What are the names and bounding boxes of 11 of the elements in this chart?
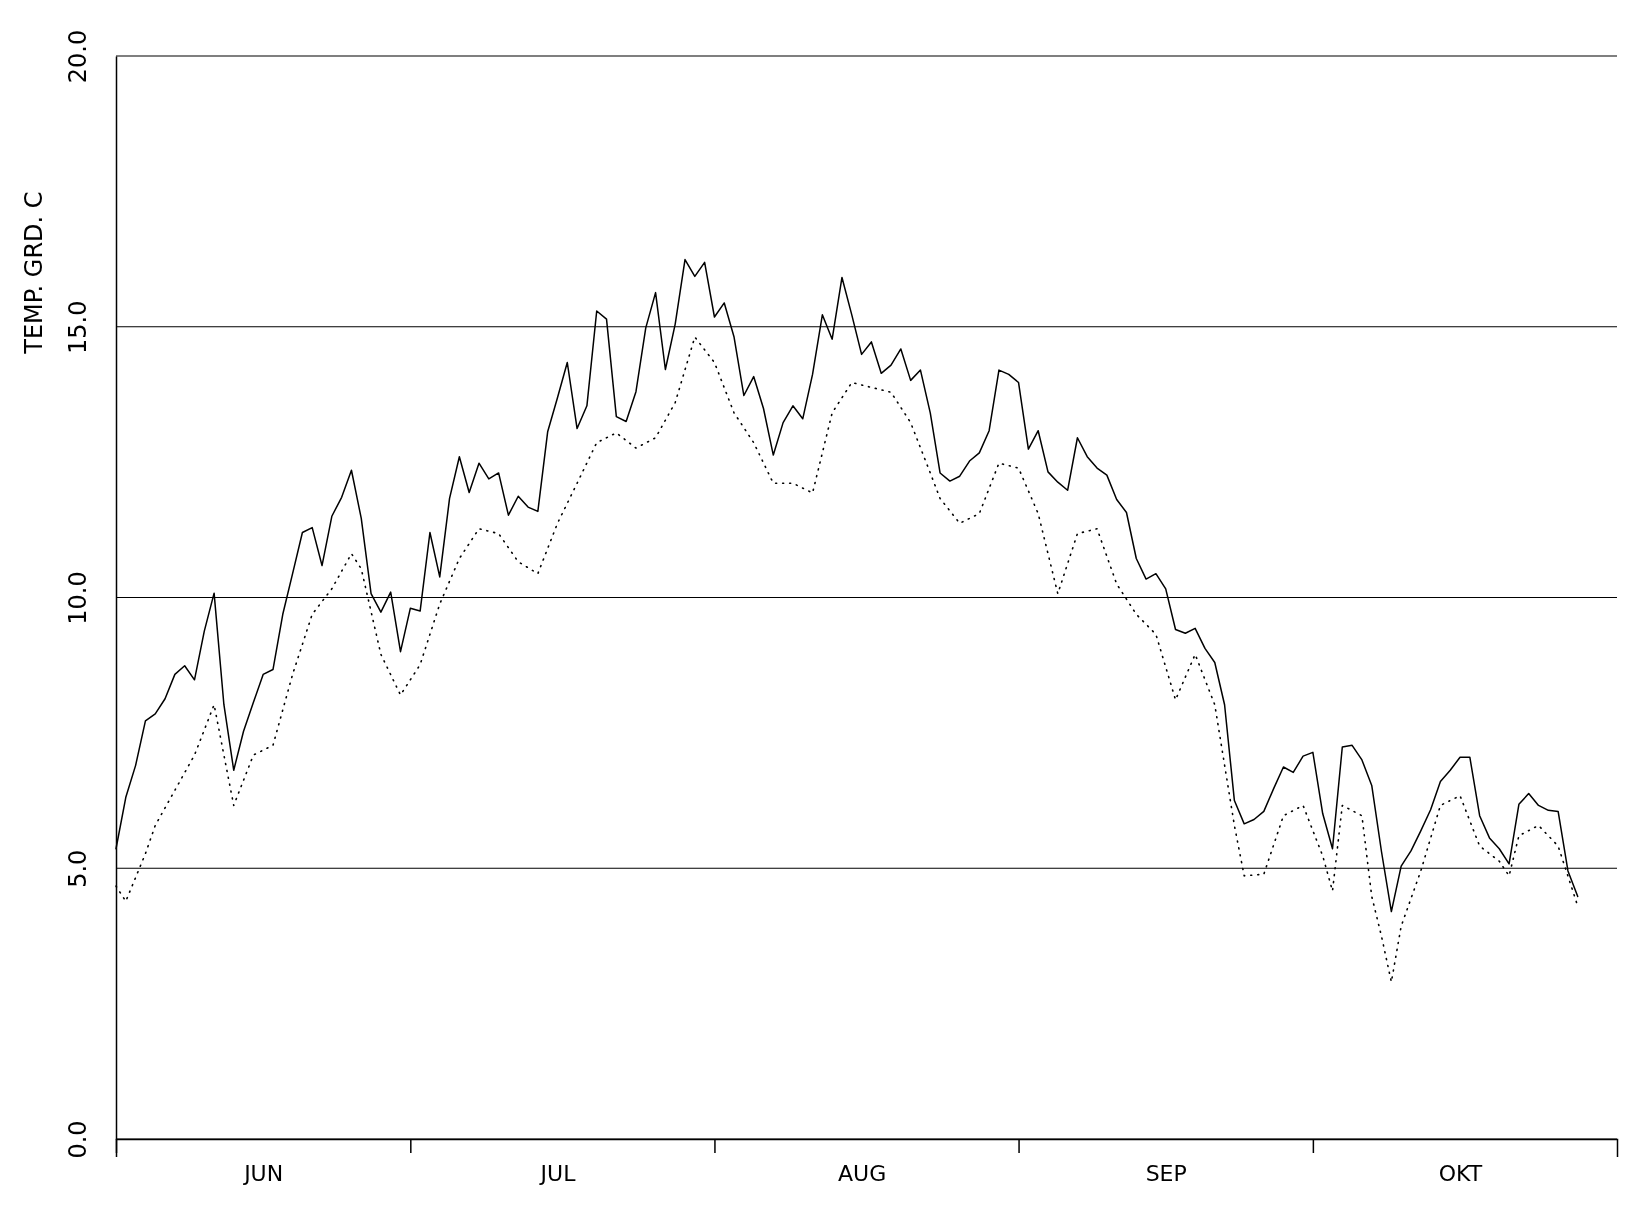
y-tick-label: 10.0 — [64, 571, 92, 625]
y-axis-title: TEMP. GRD. C — [20, 191, 48, 355]
y-tick-label: 5.0 — [64, 849, 92, 888]
x-tick-label: OKT — [1438, 1160, 1483, 1186]
y-tick-label: 15.0 — [64, 300, 92, 354]
y-tick-label: 0.0 — [64, 1120, 92, 1159]
y-tick-label: 20.0 — [64, 29, 92, 84]
x-tick-label: JUN — [242, 1160, 284, 1186]
x-tick-label: JUL — [538, 1160, 577, 1186]
x-tick-label: SEP — [1145, 1160, 1187, 1186]
x-tick-label: AUG — [837, 1160, 887, 1186]
